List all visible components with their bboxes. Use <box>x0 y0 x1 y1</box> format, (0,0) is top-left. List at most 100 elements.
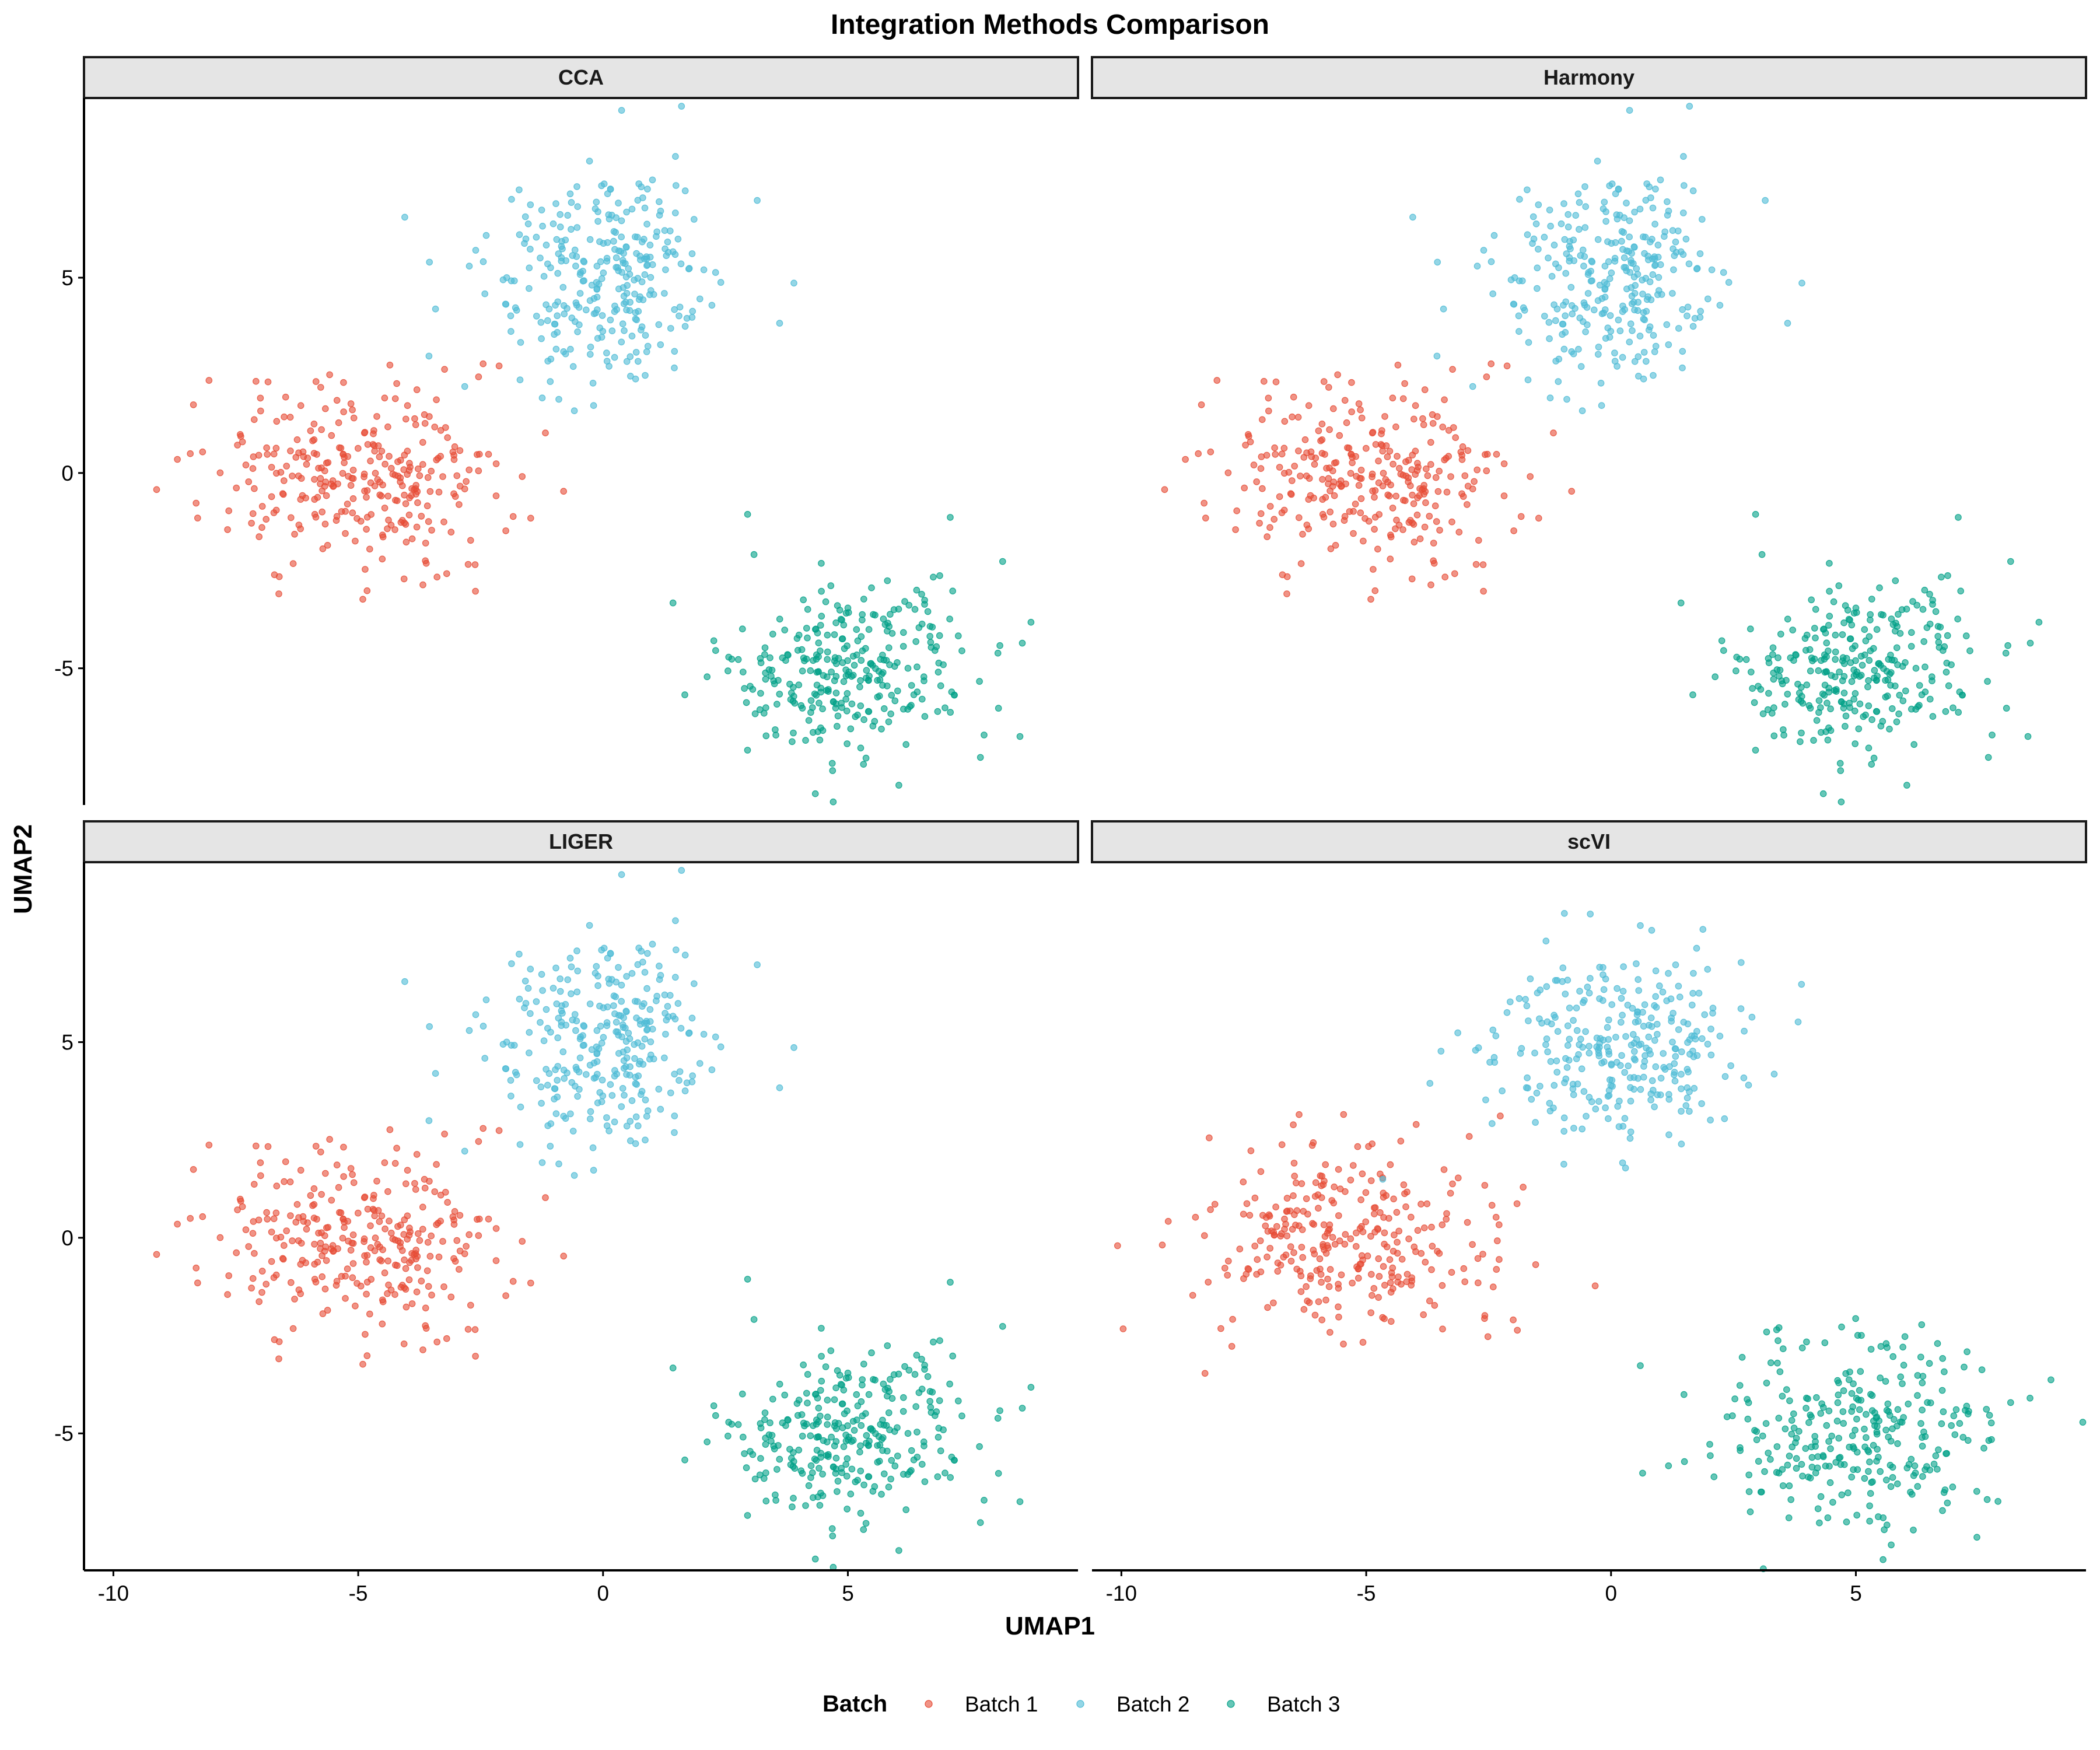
point <box>860 716 867 723</box>
point <box>1342 480 1349 488</box>
point <box>1288 491 1295 498</box>
point <box>762 1497 770 1504</box>
point <box>1335 1284 1342 1292</box>
point <box>844 642 850 649</box>
point <box>508 1042 515 1049</box>
point <box>1646 323 1654 330</box>
facet-strip <box>83 56 1079 99</box>
point <box>596 1002 603 1010</box>
point <box>1317 1172 1324 1180</box>
point <box>516 950 523 958</box>
point <box>302 1259 309 1266</box>
point <box>437 1191 444 1199</box>
point <box>2048 1376 2054 1384</box>
point <box>310 420 318 428</box>
point <box>1639 1469 1646 1477</box>
point <box>289 560 297 567</box>
point <box>1908 643 1915 650</box>
point <box>908 1447 915 1454</box>
point <box>936 632 943 639</box>
point <box>838 699 845 707</box>
point <box>1652 1063 1660 1070</box>
point <box>456 447 464 454</box>
point <box>739 1390 746 1398</box>
point <box>360 1235 368 1242</box>
point <box>834 602 841 609</box>
point <box>743 1464 750 1471</box>
point <box>1905 1461 1913 1468</box>
point <box>1293 1207 1301 1214</box>
point <box>1835 582 1843 589</box>
point <box>1247 438 1254 446</box>
point <box>300 1218 307 1225</box>
point <box>1651 1037 1658 1044</box>
point <box>1765 1450 1772 1457</box>
point <box>824 631 831 639</box>
point <box>508 277 515 285</box>
point <box>248 1284 255 1292</box>
point <box>1449 1180 1456 1188</box>
point <box>642 1136 649 1144</box>
point <box>642 372 649 379</box>
point <box>1608 1077 1616 1084</box>
point <box>1748 668 1755 676</box>
point <box>1337 477 1345 484</box>
point <box>1408 1213 1415 1221</box>
point <box>1264 1304 1271 1311</box>
point <box>447 1293 455 1301</box>
point <box>1882 677 1889 684</box>
point <box>593 1027 601 1034</box>
point <box>704 673 710 680</box>
point <box>508 960 515 967</box>
point <box>1320 513 1328 521</box>
point <box>1836 1454 1844 1461</box>
point <box>1430 559 1438 567</box>
point <box>795 1396 803 1404</box>
point <box>199 448 206 456</box>
point <box>776 1084 783 1091</box>
point <box>823 687 830 694</box>
point <box>919 695 926 703</box>
point <box>1689 323 1697 330</box>
point <box>628 332 636 340</box>
point <box>1898 606 1906 613</box>
point <box>297 1167 304 1174</box>
point <box>572 299 580 306</box>
point <box>1576 226 1583 233</box>
point <box>1729 1412 1736 1419</box>
point <box>874 1442 881 1449</box>
point <box>1884 692 1891 699</box>
point <box>612 1019 620 1026</box>
point <box>832 660 840 667</box>
point <box>1656 982 1663 989</box>
point <box>329 1242 337 1249</box>
point <box>1257 510 1265 517</box>
point <box>918 1385 926 1393</box>
point <box>1769 644 1777 652</box>
point <box>516 1141 524 1148</box>
point <box>1672 1053 1679 1060</box>
point <box>888 1457 895 1464</box>
point <box>644 1107 652 1114</box>
point <box>1846 635 1854 642</box>
point <box>1340 1340 1347 1348</box>
point <box>887 1475 894 1483</box>
point <box>598 275 606 282</box>
point <box>1347 1177 1354 1184</box>
point <box>614 1028 621 1035</box>
point <box>1475 537 1482 544</box>
point <box>551 1096 558 1102</box>
point <box>1429 1242 1436 1250</box>
point <box>1480 247 1488 254</box>
point <box>1631 1048 1638 1055</box>
point <box>828 1525 836 1532</box>
point <box>397 474 404 481</box>
point <box>639 1003 646 1010</box>
point <box>696 295 704 303</box>
point <box>1866 657 1873 664</box>
point <box>1899 697 1907 705</box>
point <box>655 321 663 328</box>
point <box>803 625 810 632</box>
point <box>1421 386 1429 393</box>
point <box>1381 413 1388 420</box>
